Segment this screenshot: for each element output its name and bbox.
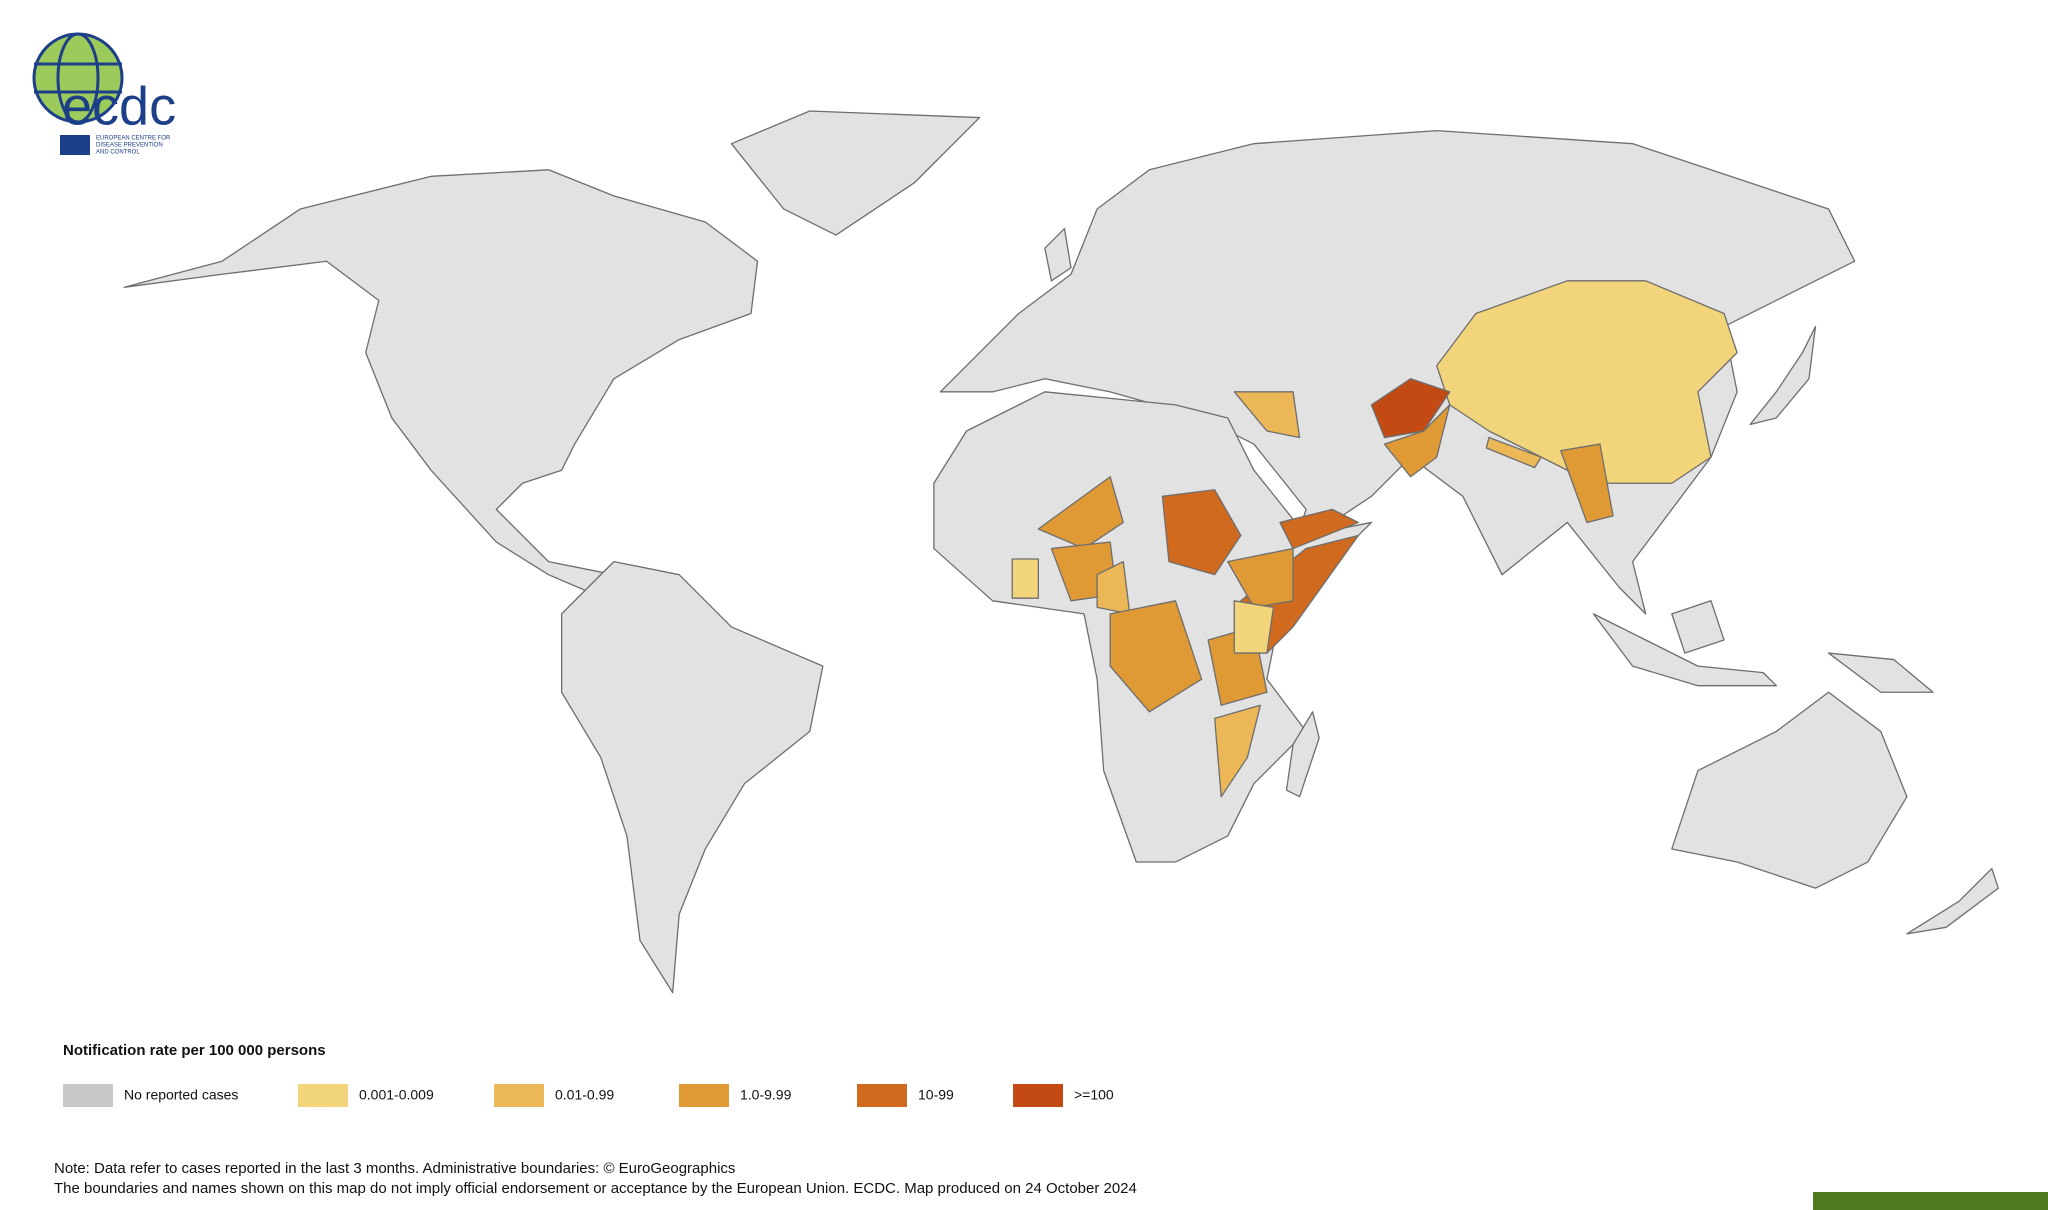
afghanistan <box>1370 378 1451 439</box>
new-guinea <box>1827 652 1934 693</box>
yemen <box>1279 508 1359 550</box>
australia <box>1671 691 1908 889</box>
legend-swatch <box>679 1084 729 1107</box>
niger <box>1037 476 1124 550</box>
pakistan <box>1383 404 1451 478</box>
legend-swatch <box>857 1084 907 1107</box>
eurasia <box>939 129 1856 615</box>
world-map <box>123 110 1999 994</box>
note: The boundaries and names shown on this m… <box>54 1180 1137 1197</box>
kenya <box>1233 600 1275 654</box>
japan <box>1749 325 1817 426</box>
legend-label: 0.001-0.009 <box>359 1087 434 1103</box>
new-zealand <box>1906 867 1999 935</box>
legend-label: 0.01-0.99 <box>555 1087 614 1103</box>
eu-flag <box>60 135 90 155</box>
reporting-countries <box>1011 280 1738 798</box>
ethiopia <box>1227 547 1294 608</box>
mozambique <box>1214 704 1262 798</box>
legend-title: Notification rate per 100 000 persons <box>63 1042 326 1059</box>
iraq-syria <box>1233 391 1301 439</box>
logo-name: ecdc <box>62 76 176 136</box>
legend-swatch <box>63 1084 113 1107</box>
logo-subtitle: AND CONTROL <box>96 150 140 156</box>
madagascar <box>1285 711 1320 798</box>
note: Note: Data refer to cases reported in th… <box>54 1160 735 1177</box>
myanmar <box>1560 443 1614 524</box>
indonesia <box>1592 613 1777 687</box>
logo-meridian <box>56 32 100 124</box>
legend-label: No reported cases <box>124 1087 238 1103</box>
logo-subtitle: EUROPEAN CENTRE FOR <box>96 136 171 142</box>
legend-label: 1.0-9.99 <box>740 1087 792 1103</box>
ghana <box>1011 558 1040 599</box>
borneo <box>1671 600 1725 654</box>
legend: No reported cases 0.001-0.009 0.01-0.99 1.0… <box>63 1084 1114 1107</box>
legend-label: >=100 <box>1074 1087 1114 1103</box>
uk <box>1044 227 1072 282</box>
legend-swatch <box>298 1084 348 1107</box>
south-america <box>560 560 824 994</box>
north-america <box>123 169 759 595</box>
legend-label: 10-99 <box>918 1087 954 1103</box>
nepal <box>1485 436 1542 469</box>
legend-swatch <box>1013 1084 1063 1107</box>
greenland <box>730 110 981 236</box>
footer-bar <box>1813 1192 2048 1210</box>
legend-swatch <box>494 1084 544 1107</box>
dr-congo <box>1109 600 1203 713</box>
china <box>1436 280 1738 484</box>
logo: ecdc EUROPEAN CENTRE FOR DISEASE PREVENT… <box>32 32 176 156</box>
sudan <box>1161 489 1242 576</box>
logo-subtitle: DISEASE PREVENTION <box>96 143 163 149</box>
